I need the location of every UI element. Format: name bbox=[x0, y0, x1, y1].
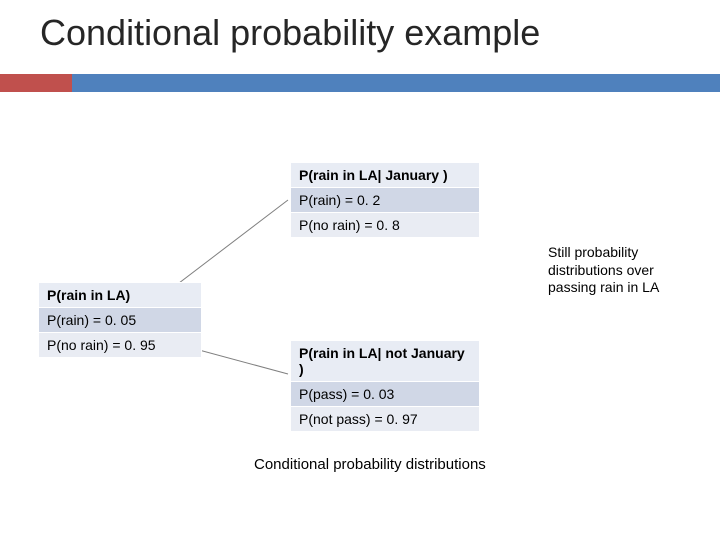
cond-january-header: P(rain in LA| January ) bbox=[291, 163, 480, 188]
cond-january-row-rain: P(rain) = 0. 2 bbox=[291, 188, 480, 213]
prior-row-rain: P(rain) = 0. 05 bbox=[39, 308, 202, 333]
cond-not-january-header: P(rain in LA| not January ) bbox=[291, 341, 480, 382]
prior-row-norain: P(no rain) = 0. 95 bbox=[39, 333, 202, 358]
prior-table: P(rain in LA) P(rain) = 0. 05 P(no rain)… bbox=[38, 282, 202, 358]
prior-header: P(rain in LA) bbox=[39, 283, 202, 308]
cond-not-january-table: P(rain in LA| not January ) P(pass) = 0.… bbox=[290, 340, 480, 432]
slide: Conditional probability example P(rain i… bbox=[0, 0, 720, 540]
caption-text: Conditional probability distributions bbox=[254, 456, 486, 473]
accent-bar-left bbox=[0, 74, 72, 92]
slide-title: Conditional probability example bbox=[40, 12, 700, 54]
annotation-text: Still probability distributions over pas… bbox=[548, 244, 698, 297]
cond-not-january-row-notpass: P(not pass) = 0. 97 bbox=[291, 407, 480, 432]
accent-bar-right bbox=[72, 74, 720, 92]
cond-january-table: P(rain in LA| January ) P(rain) = 0. 2 P… bbox=[290, 162, 480, 238]
cond-january-row-norain: P(no rain) = 0. 8 bbox=[291, 213, 480, 238]
cond-not-january-row-pass: P(pass) = 0. 03 bbox=[291, 382, 480, 407]
accent-bar bbox=[0, 74, 720, 92]
